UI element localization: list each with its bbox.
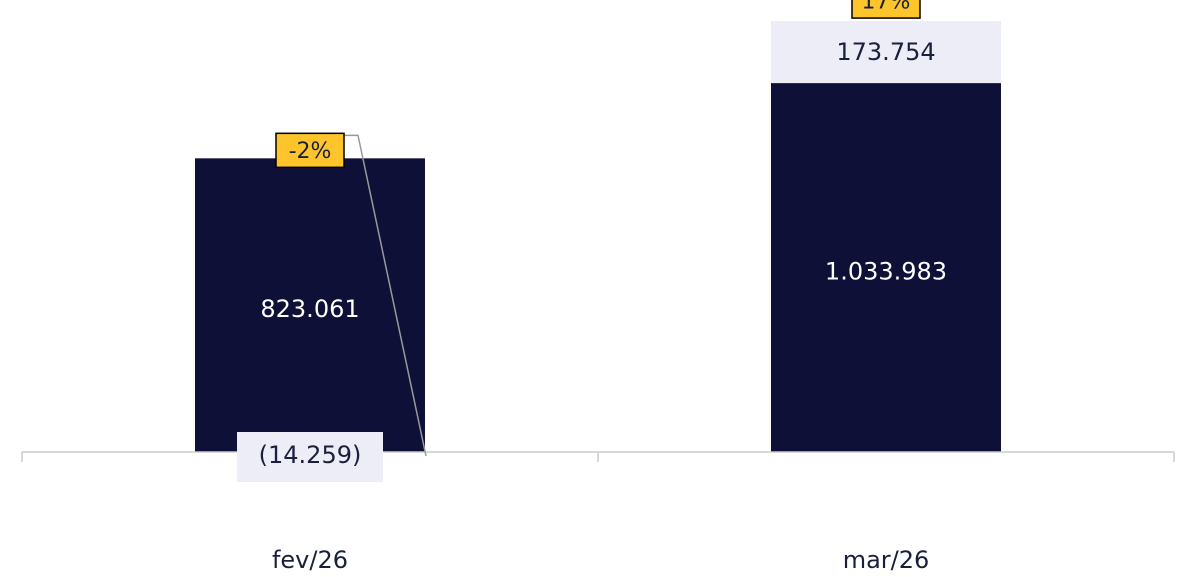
bar-value-label: 1.033.983 [825,258,947,286]
delta-value-label: 173.754 [836,38,935,66]
category-label: mar/26 [843,546,930,574]
bar [195,158,425,452]
percent-badge [275,132,345,169]
delta-value-label: (14.259) [259,441,362,469]
leader-line [344,134,427,457]
category-label: fev/26 [272,546,348,574]
bar-value-label: 823.061 [260,295,359,323]
percent-label: 17% [862,0,911,15]
delta-box [237,432,383,482]
delta-box [771,21,1001,84]
x-axis [21,451,1175,462]
labels-layer: 823.061 (14.259) -2% fev/26 1.033.983 173.754… [237,0,947,574]
bar [771,83,1001,453]
bars-layer [195,21,1001,453]
percent-badge [851,0,921,19]
percent-label: -2% [289,139,332,164]
